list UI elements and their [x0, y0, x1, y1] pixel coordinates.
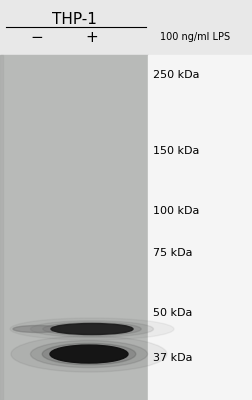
Ellipse shape [11, 336, 167, 372]
Ellipse shape [10, 318, 174, 340]
Text: 37 kDa: 37 kDa [153, 353, 193, 363]
Ellipse shape [42, 343, 136, 365]
Ellipse shape [13, 326, 61, 332]
Text: 75 kDa: 75 kDa [153, 248, 193, 258]
Text: +: + [86, 30, 98, 45]
Text: 50 kDa: 50 kDa [153, 308, 192, 318]
Bar [0, 0, 252, 55]
Bar [0, 55, 148, 400]
Text: 100 ng/ml LPS: 100 ng/ml LPS [160, 32, 230, 42]
Text: 250 kDa: 250 kDa [153, 70, 200, 80]
Text: 150 kDa: 150 kDa [153, 146, 199, 156]
Ellipse shape [50, 345, 128, 363]
Ellipse shape [51, 324, 133, 334]
Ellipse shape [30, 321, 153, 337]
Ellipse shape [43, 322, 141, 336]
Bar [148, 55, 252, 400]
Text: −: − [31, 30, 43, 45]
Ellipse shape [30, 340, 147, 368]
Text: 100 kDa: 100 kDa [153, 206, 199, 216]
Bar [0, 55, 3, 400]
Text: THP-1: THP-1 [52, 12, 97, 27]
